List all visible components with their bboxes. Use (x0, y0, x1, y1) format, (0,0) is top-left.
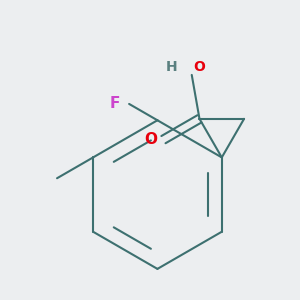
Text: F: F (110, 96, 120, 111)
Text: O: O (193, 61, 205, 74)
Text: O: O (145, 132, 158, 147)
Text: H: H (165, 61, 177, 74)
